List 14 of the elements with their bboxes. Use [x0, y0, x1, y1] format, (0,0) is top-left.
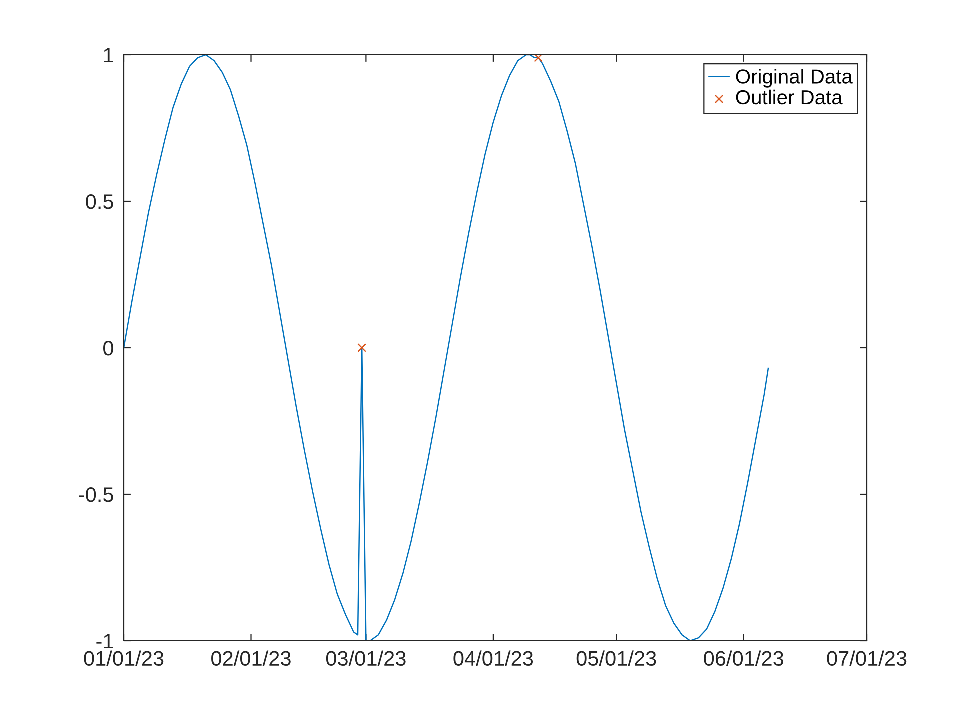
y-tick-label: -1	[96, 634, 114, 649]
x-tick-label: 04/01/23	[454, 650, 534, 666]
legend-label: Outlier Data	[736, 90, 843, 105]
x-tick-label: 06/01/23	[704, 650, 784, 666]
y-tick-label: -0.5	[79, 488, 114, 502]
x-tick-label: 05/01/23	[576, 650, 656, 666]
y-tick-label: 1	[104, 48, 114, 63]
legend-label: Original Data	[736, 69, 853, 88]
x-tick-label: 01/01/23	[84, 650, 164, 666]
y-tick-label: 0.5	[86, 194, 114, 210]
x-tick-label: 02/01/23	[212, 650, 291, 666]
x-tick-label: 07/01/23	[827, 650, 907, 666]
y-tick-label: 0	[104, 341, 114, 356]
x-tick-label: 03/01/23	[326, 650, 406, 666]
